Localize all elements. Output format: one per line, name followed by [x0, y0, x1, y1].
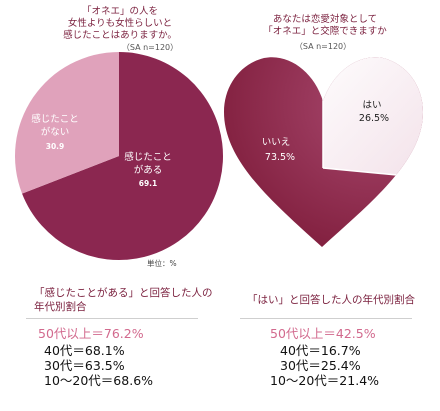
left-stat-30s: 30代＝63.5%	[44, 358, 125, 373]
left-sample-size: （SA n=120）	[121, 43, 179, 52]
left-stat-40s: 40代＝68.1%	[44, 343, 125, 358]
heart-label-yes: はい	[362, 100, 381, 111]
pie-label-no-line2: がない	[41, 126, 70, 138]
right-stat-10-20s: 10～20代＝21.4%	[270, 373, 380, 388]
left-section-title: 「感じたことがある」と回答した人の 年代別割合	[34, 287, 213, 313]
pie-value-no: 30.9	[46, 142, 65, 151]
heart-slice-yes	[323, 57, 423, 182]
pie-slice-yes	[22, 52, 223, 260]
left-question-title: 「オネエ」の人を 女性よりも女性らしいと 感じたことはありますか。	[63, 6, 177, 41]
right-stat-40s: 40代＝16.7%	[280, 343, 361, 358]
pie-slice-no	[14, 52, 120, 194]
left-divider	[26, 318, 198, 319]
pie-label-yes-line1: 感じたこと	[124, 151, 172, 163]
pie-label-yes-line2: がある	[134, 164, 163, 176]
right-highlight-stat: 50代以上＝42.5%	[270, 326, 376, 341]
right-stat-30s: 30代＝25.4%	[280, 358, 361, 373]
heart-value-no: 73.5%	[265, 152, 295, 163]
right-section-title: 「はい」と回答した人の年代別割合	[247, 294, 415, 306]
right-question-title: あなたは恋愛対象として 「オネエ」と交際できますか	[263, 14, 387, 37]
left-stat-10-20s: 10～20代＝68.6%	[44, 373, 154, 388]
unit-note: 単位：%	[147, 259, 177, 268]
pie-label-no-line1: 感じたこと	[31, 113, 79, 125]
heart-label-no: いいえ	[262, 137, 291, 148]
left-highlight-stat: 50代以上＝76.2%	[38, 326, 144, 341]
right-sample-size: （SA n=120）	[294, 42, 352, 51]
heart-divider-right	[322, 167, 423, 182]
right-divider	[240, 318, 412, 319]
pie-value-yes: 69.1	[139, 179, 158, 188]
heart-value-yes: 26.5%	[359, 113, 389, 124]
